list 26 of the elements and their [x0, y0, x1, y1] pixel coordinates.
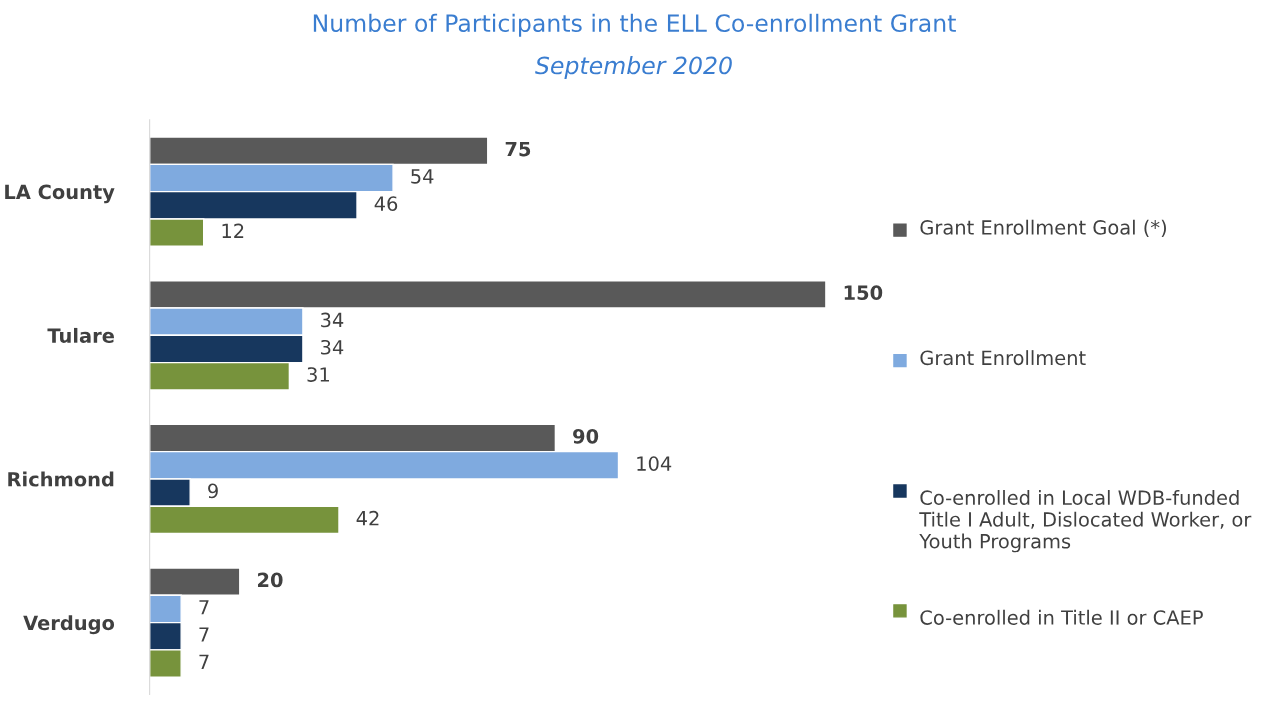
data-label: 31 — [307, 367, 329, 382]
data-label: 90 — [573, 428, 599, 444]
data-label: 150 — [844, 285, 883, 301]
data-label: 12 — [222, 223, 244, 238]
legend-label: Co-enrolled in Local WDB-funded Title I Adult, Dislocated Worker, or Youth Programs — [919, 489, 1252, 553]
data-label: 42 — [356, 510, 379, 526]
chart-title: Number of Participants in the ELL Co-enrollment Grant — [313, 13, 956, 37]
chart-subtitle: September 2020 — [535, 56, 732, 79]
y-tick-label: Richmond — [8, 471, 114, 487]
y-tick-label: LA County — [5, 184, 115, 204]
data-label: 7 — [199, 654, 209, 669]
data-label: 9 — [208, 483, 218, 499]
data-label: 104 — [637, 456, 672, 471]
legend-label: Co-enrolled in Title II or CAEP — [920, 609, 1203, 625]
data-label: 46 — [374, 196, 398, 211]
y-tick-label: Tulare — [47, 327, 114, 343]
data-label: 7 — [199, 627, 209, 642]
y-tick-label: Verdugo — [23, 615, 115, 635]
legend-label: Grant Enrollment Goal (*) — [920, 219, 1166, 238]
data-label: 7 — [199, 600, 209, 615]
data-label: 75 — [505, 141, 531, 157]
data-label: 54 — [411, 169, 434, 184]
data-label: 34 — [321, 339, 344, 355]
legend-label: Grant Enrollment — [920, 350, 1086, 366]
data-label: 20 — [258, 572, 283, 588]
data-label: 34 — [321, 312, 344, 328]
